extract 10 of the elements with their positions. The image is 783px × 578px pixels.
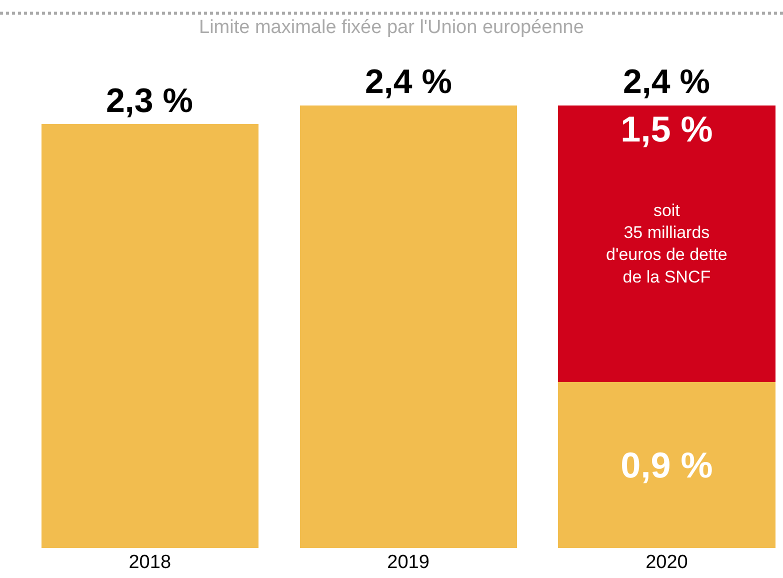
annotation: soit 35 milliards d'euros de dette de la SNCF [606, 201, 728, 286]
data-label: 0,9 % [620, 444, 713, 486]
x-tick-label: 2019 [387, 552, 430, 573]
x-tick-label: 2020 [646, 552, 688, 573]
x-tick-label: 2018 [128, 552, 172, 573]
data-label: 1,5 % [620, 108, 713, 150]
total-label: 2,3 % [106, 82, 193, 120]
ref-line-label: Limite maximale fixée par l'Union européenne [199, 17, 584, 38]
total-label: 2,4 % [623, 63, 710, 101]
total-label: 2,4 % [365, 63, 452, 101]
